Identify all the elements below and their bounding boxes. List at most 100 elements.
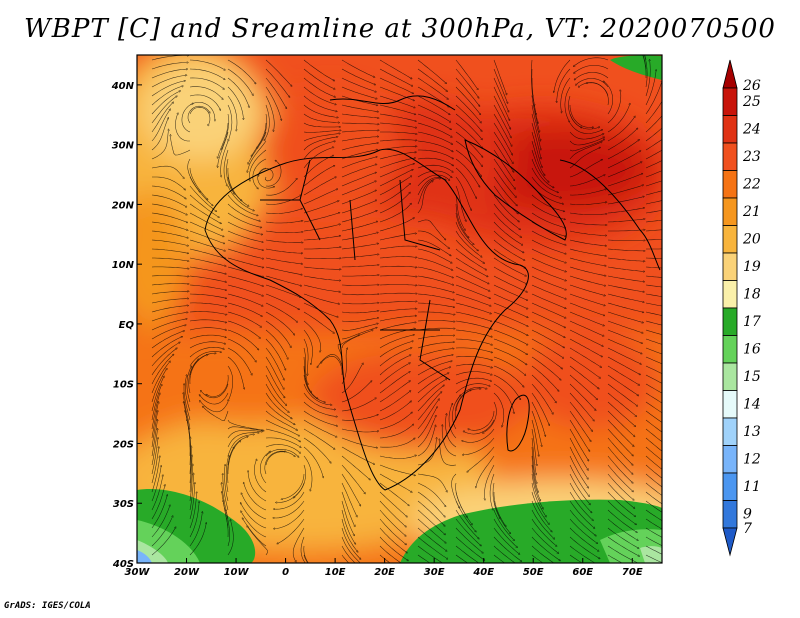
- streamline: [303, 113, 339, 123]
- streamline: [379, 464, 415, 475]
- streamline: [607, 275, 644, 282]
- streamline: [379, 355, 410, 376]
- streamline: [569, 137, 604, 146]
- streamline: [341, 527, 360, 559]
- streamline: [531, 365, 559, 391]
- streamline: [446, 414, 457, 448]
- streamline: [341, 113, 378, 118]
- streamline: [569, 257, 606, 266]
- streamline: [227, 212, 261, 227]
- streamline: [265, 59, 292, 86]
- streamline: [645, 210, 662, 214]
- streamline: [493, 492, 506, 526]
- wbpt-field: [137, 55, 662, 563]
- streamline: [341, 464, 365, 493]
- streamline: [276, 482, 305, 503]
- streamline: [227, 434, 254, 457]
- streamline: [493, 77, 509, 111]
- streamline: [151, 63, 188, 70]
- streamline: [189, 512, 202, 547]
- streamline: [531, 392, 549, 425]
- streamline: [531, 455, 538, 492]
- streamline: [341, 200, 376, 214]
- streamline: [189, 94, 220, 110]
- streamline: [341, 77, 376, 92]
- streamline: [341, 68, 375, 85]
- lon-tick-label: 60E: [572, 567, 593, 578]
- streamlines: [151, 55, 662, 563]
- streamline: [493, 86, 509, 120]
- streamline: [493, 95, 510, 129]
- streamline: [151, 284, 188, 286]
- streamline: [417, 248, 452, 263]
- streamline: [607, 437, 633, 465]
- streamline: [493, 356, 525, 375]
- streamline: [151, 337, 182, 358]
- streamline: [265, 266, 302, 275]
- streamline: [341, 122, 378, 124]
- streamline: [455, 311, 491, 321]
- streamline: [303, 59, 334, 81]
- lon-tick-label: 70E: [622, 567, 643, 578]
- streamline: [189, 319, 226, 323]
- streamline: [341, 364, 363, 394]
- streamline: [493, 257, 526, 276]
- streamline: [203, 407, 229, 422]
- streamline: [493, 347, 526, 364]
- streamline: [151, 239, 188, 246]
- streamline: [569, 329, 603, 346]
- streamline: [417, 342, 454, 349]
- streamline: [151, 325, 186, 340]
- streamline: [187, 105, 210, 124]
- streamline: [379, 363, 410, 385]
- streamline: [265, 195, 301, 205]
- streamline: [531, 284, 566, 299]
- streamline: [493, 311, 528, 326]
- streamline: [455, 347, 492, 353]
- lon-tick-label: 30W: [125, 567, 151, 578]
- streamline: [531, 86, 538, 123]
- streamline: [151, 331, 184, 349]
- streamline: [171, 135, 191, 156]
- streamline: [341, 191, 376, 205]
- lat-tick-label: 20N: [112, 200, 135, 211]
- streamline: [569, 446, 588, 479]
- streamline: [531, 311, 565, 327]
- streamline: [303, 320, 321, 352]
- streamline: [455, 363, 492, 367]
- streamline: [265, 392, 292, 418]
- streamline: [531, 158, 553, 187]
- colorbar-label: 11: [743, 479, 761, 495]
- streamline: [379, 316, 416, 322]
- streamline: [607, 219, 644, 223]
- colorbar-label: 17: [743, 314, 761, 330]
- streamline: [252, 158, 267, 188]
- streamline: [227, 86, 243, 119]
- streamline: [248, 471, 267, 502]
- streamline: [274, 500, 305, 518]
- streamline: [341, 554, 350, 563]
- streamline: [321, 355, 343, 376]
- streamline: [569, 230, 606, 236]
- colorbar-label: 18: [743, 286, 761, 302]
- streamline: [455, 371, 492, 375]
- streamline: [265, 419, 299, 436]
- colorbar-swatch: [722, 225, 738, 254]
- streamline: [303, 236, 340, 241]
- streamline: [341, 143, 378, 151]
- streamline: [645, 302, 662, 307]
- streamline: [569, 213, 606, 215]
- streamline: [151, 355, 173, 385]
- streamline: [417, 416, 436, 448]
- streamline: [227, 257, 263, 267]
- streamline: [531, 446, 537, 483]
- streamline: [607, 401, 635, 426]
- streamline: [493, 284, 527, 300]
- streamline: [152, 176, 185, 190]
- streamline: [455, 203, 469, 237]
- streamline: [274, 509, 305, 529]
- streamline: [207, 374, 229, 397]
- streamline: [417, 527, 446, 551]
- streamline: [417, 426, 436, 457]
- streamline: [265, 104, 270, 140]
